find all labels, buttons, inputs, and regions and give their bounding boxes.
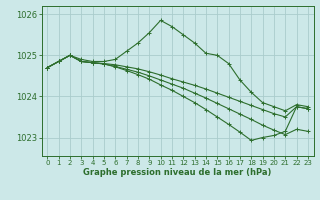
X-axis label: Graphe pression niveau de la mer (hPa): Graphe pression niveau de la mer (hPa) — [84, 168, 272, 177]
